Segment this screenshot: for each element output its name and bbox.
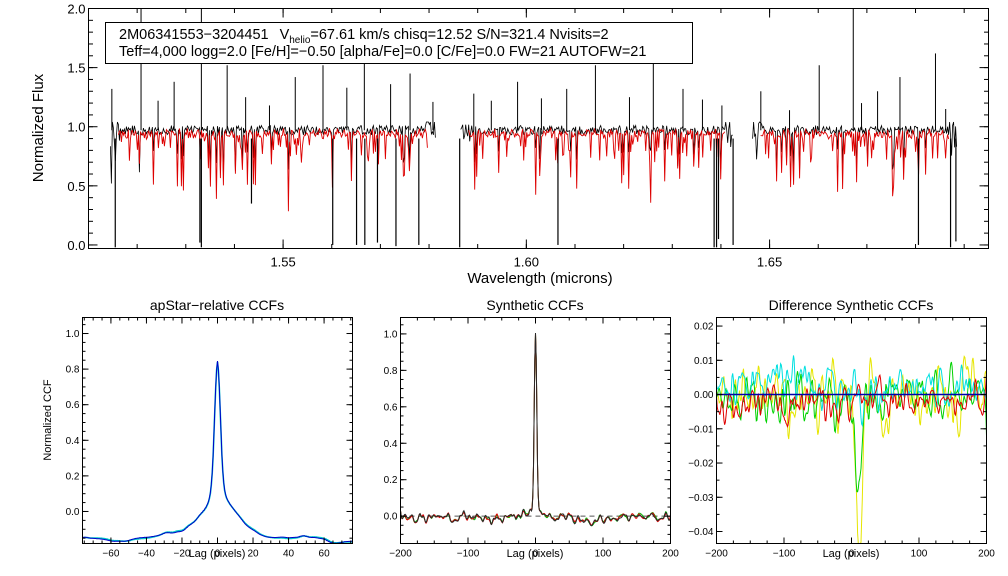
apstar-ccf-xtick-label: 20 — [247, 549, 259, 560]
apstar-ccf-ylabel: Normalized CCF — [42, 379, 54, 461]
apstar-ccf-xtick-label: 60 — [319, 549, 331, 560]
spectrum-xtick-label: 1.65 — [757, 255, 782, 270]
synthetic-ccf-ccf-green — [400, 334, 671, 527]
spectrum-xlabel: Wavelength (microns) — [467, 270, 612, 287]
difference-ccf-frame — [716, 317, 987, 544]
difference-ccf-panel: Difference Synthetic CCFs −200 −100 0 100 20… — [688, 297, 995, 560]
difference-ccf-xlabel: Lag (pixels) — [823, 548, 880, 560]
apstar-ccf-xtick-label: −60 — [102, 549, 119, 560]
synthetic-ccf-ccf-red — [400, 333, 671, 526]
synthetic-ccf-panel: Synthetic CCFs −200 −100 0 100 200 0.0 0.2 0.4 0… — [384, 297, 680, 560]
difference-ccf-yellow — [716, 355, 987, 544]
synthetic-ccf-ytick-label: 0.8 — [384, 366, 398, 377]
info-v-subscript: helio — [289, 35, 311, 46]
apstar-ccf-title: apStar−relative CCFs — [150, 297, 284, 313]
difference-ccf-xtick-label: 0 — [849, 549, 855, 560]
apstar-ccf-ytick-label: 1.0 — [66, 329, 80, 340]
spectrum-ytick-label: 0.5 — [67, 179, 85, 194]
difference-ccf-ticks: −200 −100 0 100 200 −0.04 −0.03 −0.02 −0.01 0.00 0… — [688, 317, 995, 560]
synthetic-ccf-xtick-label: 200 — [662, 549, 679, 560]
apstar-ccf-frame — [82, 317, 353, 544]
apstar-ccf-xtick-label: −20 — [173, 549, 190, 560]
synthetic-ccf-xtick-label: −200 — [389, 549, 412, 560]
synthetic-ccf-xtick-label: 0 — [533, 549, 539, 560]
info-star-id: 2M06341553−3204451 — [119, 27, 269, 43]
difference-ccf-ytick-label: −0.01 — [688, 424, 714, 435]
info-box: 2M06341553−3204451 Vhelio=67.61 km/s chis… — [105, 22, 693, 64]
difference-ccf-ytick-label: 0.01 — [694, 356, 714, 367]
synthetic-ccf-ytick-label: 1.0 — [384, 329, 398, 340]
difference-ccf-ytick-label: −0.04 — [688, 527, 714, 538]
difference-ccf-xtick-label: 200 — [978, 549, 995, 560]
apstar-ccf-xlabel: Lag (pixels) — [189, 548, 246, 560]
apstar-ccf-xtick-label: 0 — [215, 549, 221, 560]
apstar-ccf-ticks: −60 −40 −20 0 20 40 60 0.0 0.2 0.4 0.6 0.8 1.0 — [66, 317, 353, 560]
spectrum-ticks: 1.55 1.60 1.65 0.0 0.5 1.0 1.5 2.0 — [67, 2, 989, 270]
difference-ccf-xtick-label: 100 — [911, 549, 928, 560]
spectrum-model-chip-2 — [468, 126, 726, 203]
spectrum-frame — [88, 8, 989, 249]
apstar-ccf-xtick-label: 40 — [283, 549, 295, 560]
spectrum-model-chip-3 — [760, 127, 950, 197]
spectrum-xtick-label: 1.55 — [270, 255, 295, 270]
spectrum-observed-chip-2 — [460, 121, 733, 169]
synthetic-ccf-ytick-label: 0.6 — [384, 402, 398, 413]
info-line-1-rest: =67.61 km/s chisq=12.52 S/N=321.4 Nvisit… — [310, 27, 608, 43]
spectrum-model-chip-1 — [117, 128, 428, 212]
synthetic-ccf-xtick-label: −100 — [457, 549, 480, 560]
spectrum-curves — [110, 8, 957, 248]
synthetic-ccf-title: Synthetic CCFs — [486, 297, 583, 313]
info-v-label: V — [280, 27, 290, 43]
apstar-ccf-ytick-label: 0.4 — [66, 436, 80, 447]
spectrum-ytick-label: 1.0 — [67, 120, 85, 135]
difference-ccf-title: Difference Synthetic CCFs — [769, 297, 934, 313]
info-box-frame — [105, 22, 693, 64]
spectrum-ytick-label: 1.5 — [67, 61, 85, 76]
apstar-ccf-ytick-label: 0.6 — [66, 400, 80, 411]
difference-ccf-ytick-label: 0.02 — [694, 322, 714, 333]
spectrum-ytick-label: 0.0 — [67, 238, 85, 253]
apstar-ccf-panel: apStar−relative CCFs −60 −40 −20 0 20 40 60 0.0… — [42, 297, 353, 560]
spectrum-xtick-label: 1.60 — [514, 255, 539, 270]
difference-ccf-ytick-label: 0.00 — [694, 390, 714, 401]
apstar-ccf-xtick-label: −40 — [138, 549, 155, 560]
info-line-2: Teff=4,000 logg=2.0 [Fe/H]=−0.50 [alpha/… — [119, 44, 646, 60]
spectrum-observed-chip-1 — [110, 121, 436, 184]
spectrum-ytick-label: 2.0 — [67, 2, 85, 17]
difference-ccf-cyan — [716, 355, 987, 428]
difference-ccf-xtick-label: −200 — [705, 549, 728, 560]
apstar-ccf-ytick-label: 0.2 — [66, 471, 80, 482]
difference-ccf-red — [716, 373, 987, 428]
synthetic-ccf-ytick-label: 0.0 — [384, 512, 398, 523]
synthetic-ccf-ccf-dark — [400, 332, 671, 527]
difference-ccf-curves — [716, 355, 987, 544]
synthetic-ccf-ticks: −200 −100 0 100 200 0.0 0.2 0.4 0.6 0.8 1.0 — [384, 317, 679, 560]
apstar-ccf-visit-1 — [82, 361, 353, 544]
synthetic-ccf-ytick-label: 0.4 — [384, 439, 398, 450]
difference-ccf-ytick-label: −0.02 — [688, 459, 714, 470]
apstar-ccf-visit-2 — [82, 361, 353, 544]
apstar-ccf-ytick-label: 0.0 — [66, 507, 80, 518]
difference-ccf-ytick-label: −0.03 — [688, 493, 714, 504]
spectrum-panel: 1.55 1.60 1.65 0.0 0.5 1.0 1.5 2.0 Wavelength (… — [30, 2, 989, 287]
synthetic-ccf-ytick-label: 0.2 — [384, 475, 398, 486]
difference-ccf-xtick-label: −100 — [773, 549, 796, 560]
synthetic-ccf-xlabel: Lag (pixels) — [507, 548, 564, 560]
synthetic-ccf-curves — [400, 332, 671, 527]
spectrum-ylabel: Normalized Flux — [30, 73, 47, 182]
apstar-ccf-ytick-label: 0.8 — [66, 365, 80, 376]
apstar-ccf-curves — [82, 361, 353, 544]
info-line-1: 2M06341553−3204451 Vhelio=67.61 km/s chis… — [119, 27, 609, 46]
synthetic-ccf-xtick-label: 100 — [595, 549, 612, 560]
